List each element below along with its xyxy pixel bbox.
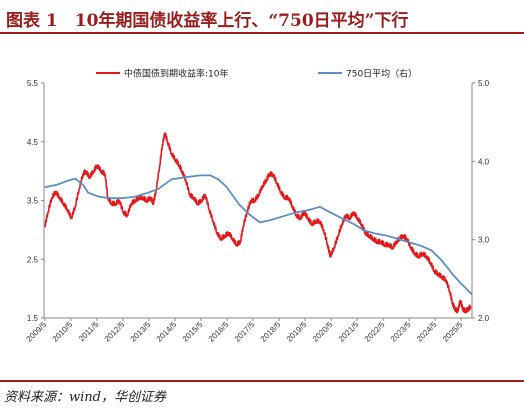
x-axis-ticks: 2009/5 2010/5 2011/5 2012/5 2013/5 2014/5 2015… [25, 318, 465, 344]
left-y-tick-label: 2.5 [27, 255, 39, 264]
left-y-tick-label: 1.5 [27, 314, 39, 323]
legend-label-yield: 中债国债到期收益率:10年 [124, 68, 229, 80]
x-tick-label: 2025/5 [441, 320, 465, 344]
right-y-tick-label: 3.0 [478, 236, 490, 245]
x-tick-label: 2021/5 [337, 320, 361, 344]
series-line-ma [44, 174, 473, 296]
x-tick-label: 2023/5 [389, 320, 413, 344]
source-note: 资料来源：wind，华创证券 [4, 390, 166, 405]
left-y-tick-label: 4.5 [27, 138, 39, 147]
yield-chart: 2009/5 2010/5 2011/5 2012/5 2013/5 2014/5 2015… [25, 68, 490, 344]
x-tick-label: 2024/5 [415, 320, 439, 344]
x-tick-label: 2020/5 [311, 320, 335, 344]
x-tick-label: 2009/5 [25, 320, 49, 344]
series-lines [44, 132, 473, 314]
right-y-tick-label: 4.0 [478, 157, 490, 166]
left-y-tick-label: 3.5 [27, 197, 39, 206]
right-y-tick-label: 2.0 [478, 314, 490, 323]
x-tick-label: 2015/5 [181, 320, 205, 344]
right-y-tick-label: 5.0 [478, 79, 490, 88]
legend-label-ma: 750日平均（右） [346, 68, 417, 80]
page-title: 图表 1 10年期国债收益率上行、“750日平均”下行 [6, 11, 409, 31]
title-divider [0, 32, 524, 34]
right-y-axis-ticks: 2.0 3.0 4.0 5.0 [472, 79, 490, 323]
footer-divider [0, 380, 524, 382]
x-tick-label: 2022/5 [363, 320, 387, 344]
series-line-yield [44, 132, 472, 314]
x-tick-label: 2013/5 [129, 320, 153, 344]
x-tick-label: 2017/5 [233, 320, 257, 344]
x-tick-label: 2010/5 [51, 320, 75, 344]
x-tick-label: 2014/5 [155, 320, 179, 344]
chart-legend: 中债国债到期收益率:10年 750日平均（右） [96, 68, 417, 80]
x-tick-label: 2016/5 [207, 320, 231, 344]
x-tick-label: 2011/5 [77, 320, 101, 344]
x-tick-label: 2019/5 [285, 320, 309, 344]
left-y-axis-ticks: 1.5 2.5 3.5 4.5 5.5 [27, 79, 44, 323]
x-tick-label: 2018/5 [259, 320, 283, 344]
left-y-tick-label: 5.5 [27, 79, 39, 88]
x-tick-label: 2012/5 [103, 320, 127, 344]
